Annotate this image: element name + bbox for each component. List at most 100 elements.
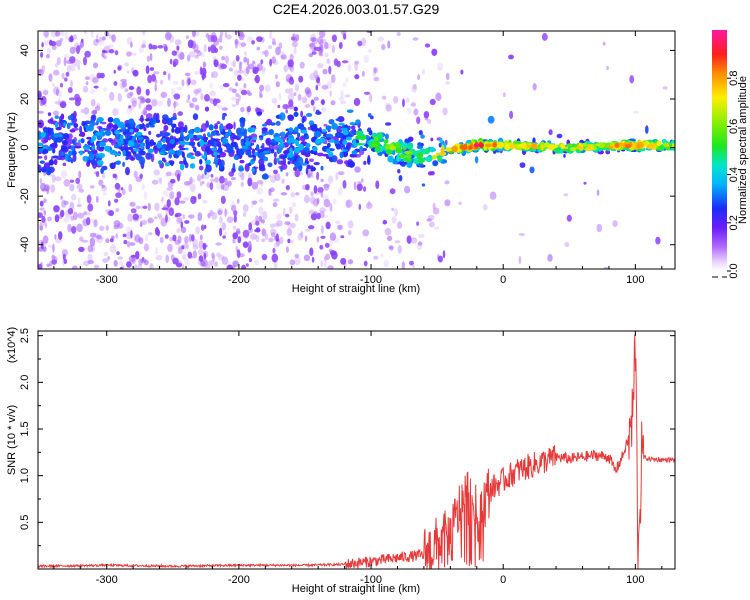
spectrogram-cell <box>385 133 389 140</box>
spectrogram-cell <box>228 124 233 129</box>
spectrogram-cell <box>226 34 232 40</box>
spectrogram-cell <box>250 233 257 240</box>
spectrogram-cell <box>202 180 205 185</box>
spectrogram-cell <box>193 49 201 53</box>
spectrogram-cell <box>183 197 190 201</box>
spectrogram-cell <box>38 212 43 218</box>
spectrogram-cell <box>129 201 136 207</box>
spectrogram-cell <box>371 143 378 148</box>
spectrogram-cell <box>188 51 196 58</box>
colorbar-gradient <box>712 30 727 271</box>
spectrogram-cell <box>560 143 565 149</box>
spectrogram-cell <box>181 151 185 158</box>
spectrogram-cell <box>242 204 249 213</box>
spectrogram-cell <box>287 114 294 120</box>
spectrogram-cell <box>397 169 401 174</box>
spectrogram-cell <box>43 198 47 204</box>
spectrogram-cell <box>77 197 81 205</box>
spectrogram-cell <box>40 241 44 250</box>
spectrogram-cell <box>279 112 286 121</box>
spectrogram-marks <box>38 31 675 269</box>
spectrogram-cell <box>554 147 560 154</box>
spectrogram-cell <box>285 109 289 114</box>
spectrogram-cell <box>269 31 273 40</box>
spectrogram-cell <box>407 107 412 115</box>
spectrogram-cell <box>147 74 153 84</box>
spectrogram-cell <box>445 72 450 81</box>
spectrogram-cell <box>76 204 82 208</box>
spectrogram-cell <box>347 259 354 265</box>
spectrogram-cell <box>221 138 229 145</box>
spectrogram-cell <box>129 242 136 246</box>
spectrogram-cell <box>309 48 313 54</box>
spectrogram-cell <box>80 108 84 114</box>
spectrogram-cell <box>235 92 240 98</box>
spectrogram-cell <box>316 236 320 243</box>
spectrogram-cell <box>56 88 59 97</box>
spectrogram-cell <box>324 260 327 268</box>
spectrogram-cell <box>81 38 84 43</box>
spectrogram-cell <box>62 140 68 146</box>
spectrogram-cell <box>98 152 105 159</box>
spectrogram-cell <box>339 151 344 159</box>
spectrogram-cell <box>341 149 348 152</box>
spectrogram-cell <box>200 93 204 101</box>
spectrogram-cell <box>277 104 281 109</box>
spectrogram-cell <box>300 231 304 238</box>
spectrogram-cell <box>91 145 96 151</box>
spectrogram-cell <box>62 162 67 166</box>
spectrogram-cell <box>177 121 184 128</box>
spectrogram-cell <box>566 214 572 222</box>
spectrogram-cell <box>389 188 396 195</box>
spectrogram-cell <box>219 216 223 224</box>
spectrogram-cell <box>270 122 276 126</box>
spectrogram-cell <box>195 226 201 235</box>
spectrogram-cell <box>359 150 365 156</box>
spectrogram-cell <box>300 110 303 118</box>
spectrogram-cell <box>429 171 435 176</box>
spectrogram-cell <box>85 76 90 80</box>
colorbar: 0.00.20.40.60.8 Normalized spectral ampl… <box>712 30 749 279</box>
spectrogram-cell <box>326 58 331 64</box>
spectrogram-cell <box>315 138 321 144</box>
spectrogram-cell <box>404 154 412 159</box>
spectrogram-cell <box>264 84 271 92</box>
spectrogram-cell <box>138 126 144 130</box>
spectrogram-cell <box>303 194 310 204</box>
spectrogram-cell <box>335 132 343 138</box>
spectrogram-cell <box>280 167 283 172</box>
spectrogram-cell <box>107 149 111 153</box>
spectrogram-cell <box>216 149 223 154</box>
spectrogram-cell <box>433 226 440 231</box>
spectrogram-cell <box>267 162 273 168</box>
spectrogram-cell <box>256 36 263 42</box>
spectrogram-cell <box>204 168 207 176</box>
spectrogram-cell <box>76 183 83 190</box>
spectrogram-cell <box>246 58 250 66</box>
spectrogram-cell <box>115 208 120 213</box>
spectrogram-cell <box>324 52 329 58</box>
spectrogram-cell <box>394 208 398 217</box>
spectrogram-cell <box>393 96 399 104</box>
spectrogram-cell <box>275 81 280 88</box>
spectrogram-cell <box>305 184 310 191</box>
spectrogram-cell <box>311 125 318 132</box>
spectrogram-cell <box>583 181 587 185</box>
spectrogram-cell <box>72 265 78 269</box>
spectrogram-cell <box>122 233 127 238</box>
spectrogram-cell <box>404 138 411 144</box>
spectrogram-cell <box>397 245 402 254</box>
spectrogram-cell <box>338 41 343 50</box>
spectrogram-cell <box>75 177 81 184</box>
spectrogram-cell <box>247 246 252 253</box>
spectrogram-cell <box>294 213 299 222</box>
spectrogram-cell <box>269 187 275 192</box>
spectrogram-cell <box>238 165 244 172</box>
spectrogram-cell <box>202 61 207 68</box>
spectrogram-cell <box>170 116 177 121</box>
spectrogram-cell <box>141 256 145 262</box>
spectrogram-cell <box>194 127 201 133</box>
spectrogram-cell <box>246 105 251 113</box>
